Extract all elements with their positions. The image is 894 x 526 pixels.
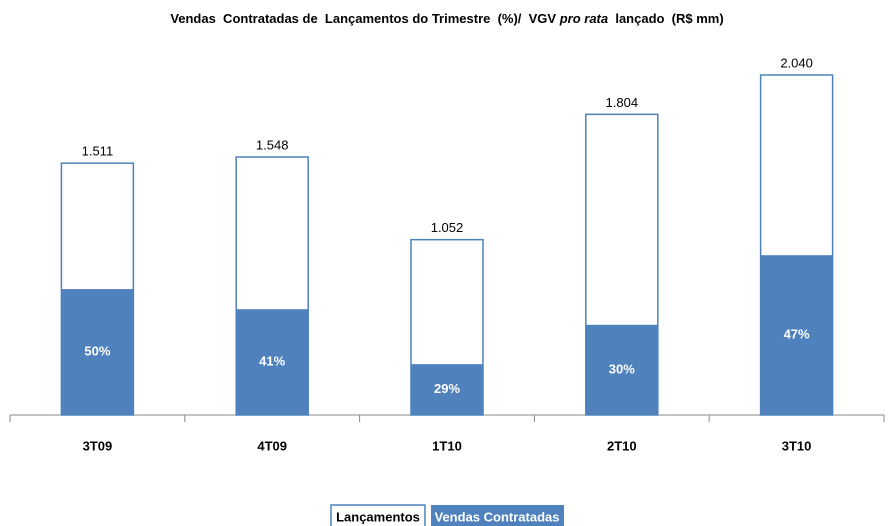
value-label: 1.804 [606, 95, 639, 110]
legend-box [330, 504, 426, 526]
value-label: 29% [434, 381, 460, 396]
value-label: 1.548 [256, 137, 289, 152]
bar [411, 364, 483, 415]
bar [585, 324, 658, 415]
x-tick-label: 2T10 [607, 438, 637, 453]
value-label: 1.511 [82, 144, 114, 159]
value-label: 2.040 [780, 55, 813, 70]
x-tick-label: 4T09 [257, 438, 287, 453]
value-label: 1.052 [431, 220, 464, 235]
bar [61, 289, 134, 415]
x-tick-label: 3T10 [782, 438, 812, 453]
value-label: 41% [259, 354, 285, 369]
bar [236, 309, 309, 415]
value-label: 47% [784, 327, 810, 342]
value-label: 50% [84, 343, 110, 358]
x-tick-label: 1T10 [432, 438, 462, 453]
legend-label: Vendas Contratadas [435, 509, 560, 524]
legend-label: Lançamentos [336, 509, 420, 524]
value-label: 30% [609, 361, 635, 376]
x-tick-label: 3T09 [83, 438, 113, 453]
legend-box [431, 505, 564, 526]
title-part: pro rata [559, 11, 608, 26]
bar [760, 255, 833, 415]
chart-title: Vendas Contratadas de Lançamentos do Tri… [170, 11, 723, 26]
title-part: lançado (R$ mm) [608, 11, 724, 26]
title-part: Vendas Contratadas de Lançamentos do Tri… [170, 11, 559, 26]
